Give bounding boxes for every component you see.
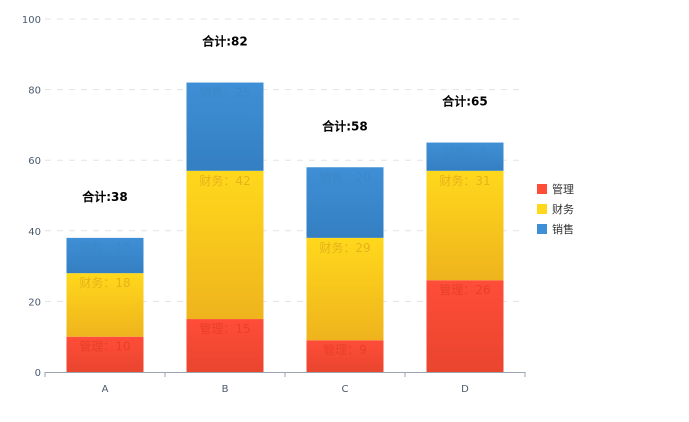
- bar-segment[interactable]: [426, 142, 504, 171]
- total-label: 合计:58: [322, 118, 368, 133]
- bar-value-label: 销售：20: [319, 169, 370, 184]
- legend-item[interactable]: 管理: [537, 182, 574, 196]
- legend-swatch: [537, 204, 547, 214]
- total-label: 合计:82: [202, 34, 248, 49]
- legend-swatch: [537, 184, 547, 194]
- bar-value-label: 销售：10: [79, 240, 130, 255]
- bar-segment[interactable]: [186, 170, 264, 320]
- legend-label: 财务: [552, 202, 574, 216]
- bar-value-label: 销售：8: [443, 145, 487, 160]
- bar-value-label: 财务：18: [79, 275, 130, 290]
- y-tick-label: 60: [28, 156, 41, 167]
- bar-segment[interactable]: [186, 319, 264, 372]
- bar-value-label: 管理：15: [199, 321, 250, 336]
- bar-segment[interactable]: [66, 336, 144, 372]
- bar-segment[interactable]: [66, 237, 144, 274]
- bar-segment[interactable]: [66, 273, 144, 337]
- x-tick-label: D: [461, 384, 469, 395]
- bar-value-label: 财务：31: [439, 173, 490, 188]
- bar-segment[interactable]: [306, 237, 384, 341]
- y-tick-label: 40: [28, 227, 41, 238]
- x-tick-label: A: [102, 384, 109, 395]
- data-labels: 管理：10 财务：18 销售：10 合计:38 管理：15 财务：42 销售：25 合计:82…: [79, 34, 490, 358]
- bar-segment[interactable]: [426, 280, 504, 372]
- bar-value-label: 销售：25: [199, 85, 250, 100]
- legend-label: 管理: [552, 182, 574, 196]
- bar-segment[interactable]: [306, 167, 384, 238]
- x-tick-label: C: [342, 384, 349, 395]
- y-tick-label: 0: [35, 368, 41, 379]
- bar-value-label: 管理：26: [439, 282, 490, 297]
- legend-item[interactable]: 财务: [537, 202, 574, 216]
- bar-segment[interactable]: [306, 340, 384, 372]
- total-label: 合计:65: [442, 94, 488, 109]
- bar-value-label: 财务：42: [199, 173, 250, 188]
- legend-swatch: [537, 224, 547, 234]
- bar-segment[interactable]: [426, 170, 504, 281]
- legend-item[interactable]: 销售: [537, 222, 574, 236]
- bars: [66, 82, 504, 372]
- bar-segment[interactable]: [186, 82, 264, 171]
- y-tick-label: 80: [28, 86, 41, 97]
- legend-label: 销售: [552, 222, 574, 236]
- y-tick-label: 100: [22, 15, 41, 26]
- x-tick-label: B: [222, 384, 229, 395]
- axes: 0 20 40 60 80 100 A B C D: [22, 15, 526, 395]
- bar-value-label: 财务：29: [319, 240, 370, 255]
- bar-value-label: 管理：9: [323, 342, 367, 357]
- bar-value-label: 管理：10: [79, 339, 130, 354]
- total-label: 合计:38: [82, 189, 128, 204]
- y-tick-label: 20: [28, 297, 41, 308]
